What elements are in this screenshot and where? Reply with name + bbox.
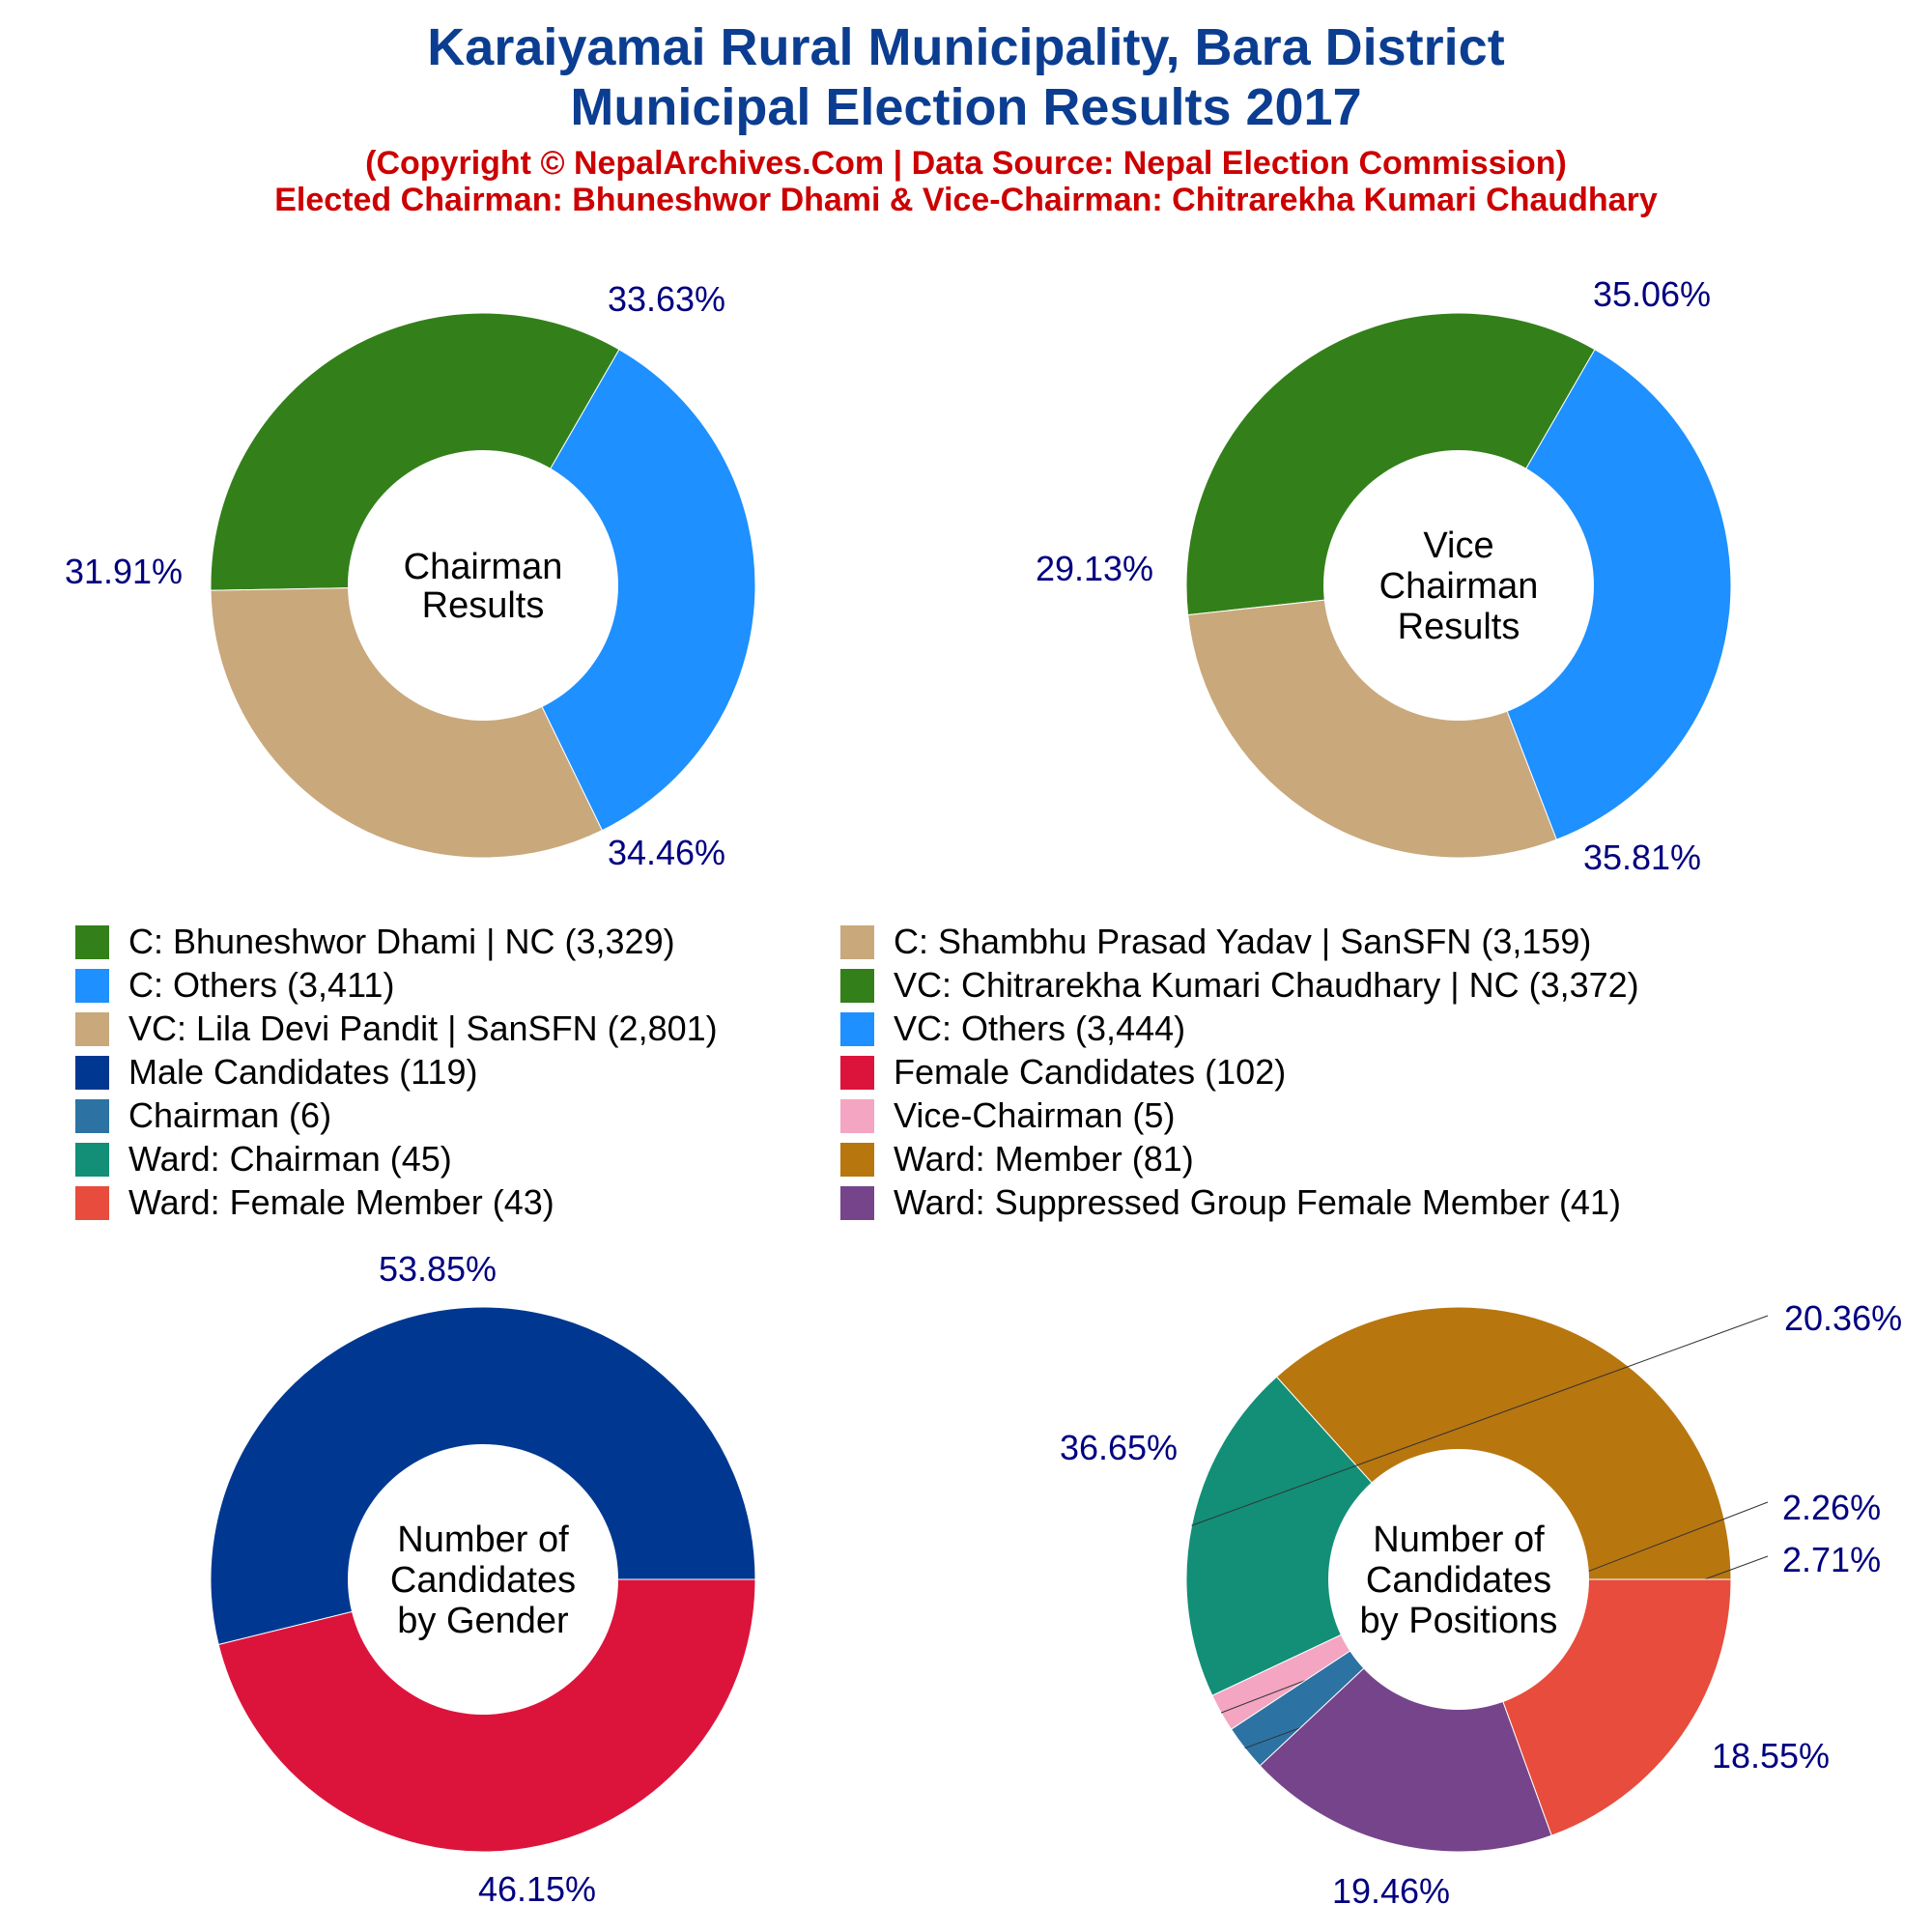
legend-label: Ward: Female Member (43) [128, 1182, 554, 1222]
legend-label: Male Candidates (119) [128, 1052, 478, 1092]
slice-percent-label: 20.36% [1784, 1298, 1902, 1338]
slice-percent-label: 31.91% [65, 552, 183, 591]
legend-swatch [75, 1055, 109, 1090]
donut-center-label: by Gender [397, 1601, 569, 1641]
legend-item: VC: Lila Devi Pandit | SanSFN (2,801) [75, 1008, 718, 1050]
legend-item: Ward: Chairman (45) [75, 1138, 452, 1180]
slice-percent-label: 2.71% [1782, 1540, 1881, 1579]
legend-item: Vice-Chairman (5) [840, 1094, 1175, 1137]
legend-item: Female Candidates (102) [840, 1051, 1286, 1094]
leader-line [1191, 1315, 1769, 1526]
slice-percent-label: 53.85% [379, 1249, 497, 1289]
legend-swatch [840, 1142, 874, 1177]
legend-label: Female Candidates (102) [894, 1052, 1287, 1092]
donut-hole [1328, 1449, 1589, 1710]
slice-percent-label: 29.13% [1036, 549, 1153, 588]
legend-swatch [840, 924, 874, 959]
donut-center-label: Candidates [390, 1560, 576, 1601]
pie-slice [1185, 1376, 1460, 1696]
legend-label: C: Bhuneshwor Dhami | NC (3,329) [128, 922, 675, 961]
legend-label: Chairman (6) [128, 1095, 332, 1135]
legend-item: Ward: Suppressed Group Female Member (41… [840, 1181, 1621, 1224]
legend-swatch [75, 1185, 109, 1220]
chart-subtitle: Elected Chairman: Bhuneshwor Dhami & Vic… [274, 182, 1658, 218]
legend-label: VC: Chitrarekha Kumari Chaudhary | NC (3… [894, 965, 1639, 1005]
donut-center-label: Results [422, 585, 545, 626]
legend-swatch [840, 968, 874, 1003]
chart-title-line2: Municipal Election Results 2017 [570, 78, 1362, 136]
legend-label: Ward: Member (81) [894, 1139, 1194, 1179]
legend-swatch [840, 1011, 874, 1046]
legend-item: VC: Others (3,444) [840, 1008, 1185, 1050]
chart-title: Karaiyamai Rural Municipality, Bara Dist… [427, 18, 1505, 76]
legend-label: C: Shambhu Prasad Yadav | SanSFN (3,159) [894, 922, 1592, 961]
slice-percent-label: 2.26% [1782, 1488, 1881, 1527]
donut-hole [1323, 450, 1594, 721]
slice-percent-label: 35.81% [1583, 838, 1701, 877]
legend-swatch [75, 1011, 109, 1046]
donut-hole [348, 1444, 618, 1715]
legend-swatch [75, 924, 109, 959]
legend-swatch [840, 1055, 874, 1090]
legend-item: Ward: Female Member (43) [75, 1181, 554, 1224]
pie-slice [1275, 1306, 1732, 1580]
legend-label: VC: Lila Devi Pandit | SanSFN (2,801) [128, 1009, 718, 1048]
legend-item: C: Others (3,411) [75, 964, 394, 1007]
legend-item: Chairman (6) [75, 1094, 331, 1137]
chart-copyright: (Copyright © NepalArchives.Com | Data So… [365, 145, 1567, 182]
donut-center-label: Number of [1373, 1520, 1545, 1560]
legend-item: VC: Chitrarekha Kumari Chaudhary | NC (3… [840, 964, 1639, 1007]
donut-center-label: Results [1398, 607, 1520, 647]
legend-label: VC: Others (3,444) [894, 1009, 1186, 1048]
legend-swatch [840, 1098, 874, 1133]
donut-center-label: Chairman [404, 547, 563, 587]
donut-center-label: Number of [397, 1520, 569, 1560]
legend-swatch [75, 968, 109, 1003]
legend-item: Male Candidates (119) [75, 1051, 478, 1094]
legend-swatch [840, 1185, 874, 1220]
legend-item: C: Shambhu Prasad Yadav | SanSFN (3,159) [840, 921, 1591, 963]
slice-percent-label: 19.46% [1332, 1871, 1450, 1911]
pie-slice [217, 1578, 756, 1853]
legend-swatch [75, 1098, 109, 1133]
legend-label: Ward: Suppressed Group Female Member (41… [894, 1182, 1621, 1222]
legend-label: Ward: Chairman (45) [128, 1139, 452, 1179]
slice-percent-label: 35.06% [1593, 274, 1711, 314]
slice-percent-label: 33.63% [608, 279, 725, 319]
slice-percent-label: 46.15% [478, 1869, 596, 1909]
chart-header: Karaiyamai Rural Municipality, Bara Dist… [0, 17, 1932, 218]
legend-label: C: Others (3,411) [128, 965, 395, 1005]
donut-hole [348, 450, 618, 721]
pie-slice [1185, 312, 1596, 616]
legend-label: Vice-Chairman (5) [894, 1095, 1176, 1135]
slice-percent-label: 18.55% [1712, 1736, 1830, 1776]
donut-center-label: Vice [1423, 526, 1493, 566]
slice-percent-label: 34.46% [608, 833, 725, 872]
slice-percent-label: 36.65% [1060, 1428, 1178, 1467]
legend-item: C: Bhuneshwor Dhami | NC (3,329) [75, 921, 675, 963]
donut-center-label: Candidates [1366, 1560, 1551, 1601]
legend-swatch [75, 1142, 109, 1177]
donut-center-label: Chairman [1379, 566, 1539, 607]
legend-item: Ward: Member (81) [840, 1138, 1194, 1180]
donut-center-label: by Positions [1360, 1601, 1558, 1641]
